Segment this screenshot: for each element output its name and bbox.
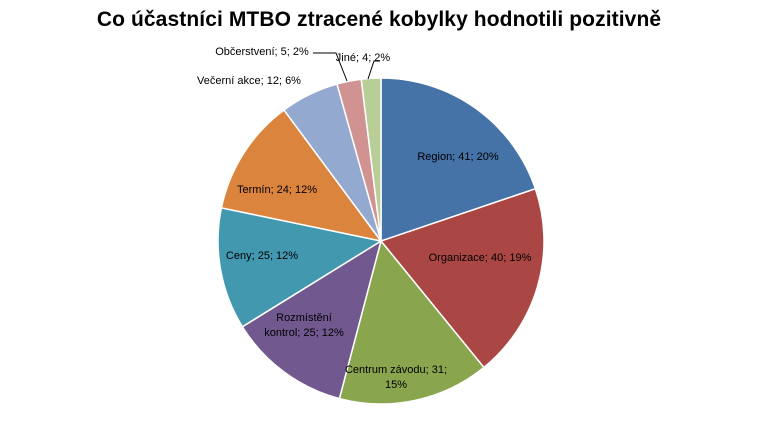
pie-slices: [217, 77, 545, 405]
leader-line: [313, 52, 348, 82]
data-label: Termín; 24; 12%: [237, 184, 317, 196]
data-label-line: Občerstvení; 5; 2%: [215, 46, 309, 58]
data-label-line: Termín; 24; 12%: [237, 184, 317, 196]
leader-lines: [313, 52, 380, 82]
pie-slice-region: [380, 77, 537, 243]
data-label-line: Centrum závodu; 31;: [345, 364, 447, 376]
data-label: Jiné; 4; 2%: [336, 52, 391, 64]
chart-title: Co účastníci MTBO ztracené kobylky hodno…: [96, 8, 662, 31]
data-label-line: Organizace; 40; 19%: [429, 252, 532, 264]
data-label-line: 15%: [385, 379, 407, 391]
pie-slice-ceny: [217, 206, 383, 328]
data-label-line: Rozmístění: [276, 312, 332, 324]
pie-slice-centrum-závodu: [338, 239, 485, 405]
data-label: Organizace; 40; 19%: [429, 252, 532, 264]
data-label: Region; 41; 20%: [417, 151, 499, 163]
data-label: Centrum závodu; 31; 15%: [345, 364, 447, 391]
data-label-line: Jiné; 4; 2%: [336, 52, 391, 64]
pie-slice-organizace: [379, 187, 545, 369]
data-label-line: Ceny; 25; 12%: [226, 250, 298, 262]
data-label: Rozmístění kontrol; 25; 12%: [264, 312, 344, 339]
data-label-line: Region; 41; 20%: [417, 151, 499, 163]
data-labels: Region; 41; 20% Organizace; 40; 19% Centru…: [197, 46, 532, 391]
data-label: Občerstvení; 5; 2%: [215, 46, 309, 58]
pie-slice-jiné: [360, 77, 382, 242]
data-label: Večerní akce; 12; 6%: [197, 75, 301, 87]
pie-slice-termín: [220, 108, 383, 243]
data-label-line: Večerní akce; 12; 6%: [197, 75, 301, 87]
leader-line: [367, 60, 380, 80]
data-label-line: kontrol; 25; 12%: [264, 327, 344, 339]
pie-slice-rozmístění-kontrol: [241, 239, 383, 400]
data-label: Ceny; 25; 12%: [226, 250, 298, 262]
